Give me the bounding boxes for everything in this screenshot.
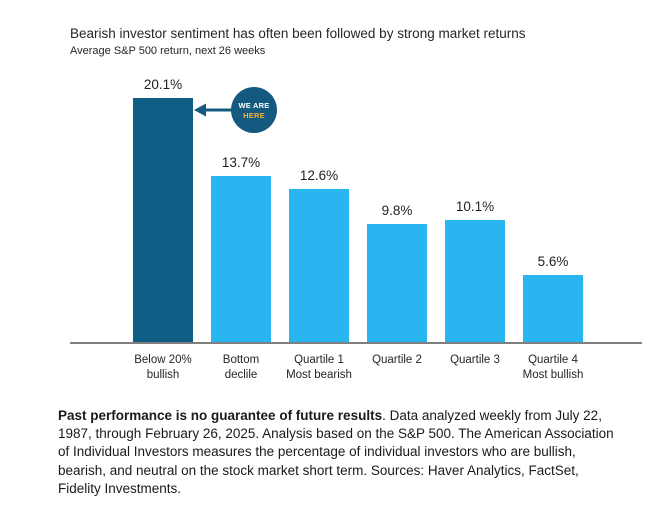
bar-value-label: 5.6%	[537, 254, 569, 269]
x-axis-label-quartile-2: Quartile 2	[372, 354, 422, 366]
left-arrow-icon	[194, 103, 234, 117]
x-axis-label-quartile-1-most-bearish: Quartile 1 Most bearish	[286, 354, 352, 381]
bar-value-label: 13.7%	[221, 155, 261, 170]
badge-line1: WE ARE	[238, 100, 270, 110]
chart-title: Bearish investor sentiment has often bee…	[70, 26, 526, 41]
chart-subtitle: Average S&P 500 return, next 26 weeks	[70, 45, 266, 57]
x-axis-line	[70, 342, 642, 344]
footnote-bold: Past performance is no guarantee of futu…	[58, 408, 383, 423]
x-axis-label-quartile-4-most-bullish: Quartile 4 Most bullish	[522, 354, 584, 381]
bar-quartile-3	[445, 220, 505, 343]
bar-below-20-bullish	[133, 98, 193, 343]
x-axis-label-bottom-declile: Bottom declile	[222, 354, 260, 381]
footnote: Past performance is no guarantee of futu…	[58, 407, 624, 498]
bar-value-label: 20.1%	[143, 77, 183, 92]
bar-bottom-declile	[211, 176, 271, 343]
bar-quartile-4-most-bullish	[523, 275, 583, 343]
x-axis-label-quartile-3: Quartile 3	[450, 354, 500, 366]
footnote-rest: . Data analyzed weekly from July 22, 198…	[58, 408, 614, 496]
bar-value-label: 9.8%	[381, 203, 413, 218]
bar-value-label: 12.6%	[299, 168, 339, 183]
badge-line2: HERE	[243, 110, 265, 120]
bar-quartile-1-most-bearish	[289, 189, 349, 343]
bar-value-label: 10.1%	[455, 199, 495, 214]
x-axis-label-below-20-bullish: Below 20% bullish	[134, 354, 192, 381]
we-are-here-badge: WE ARE HERE	[231, 87, 277, 133]
bar-quartile-2	[367, 224, 427, 343]
